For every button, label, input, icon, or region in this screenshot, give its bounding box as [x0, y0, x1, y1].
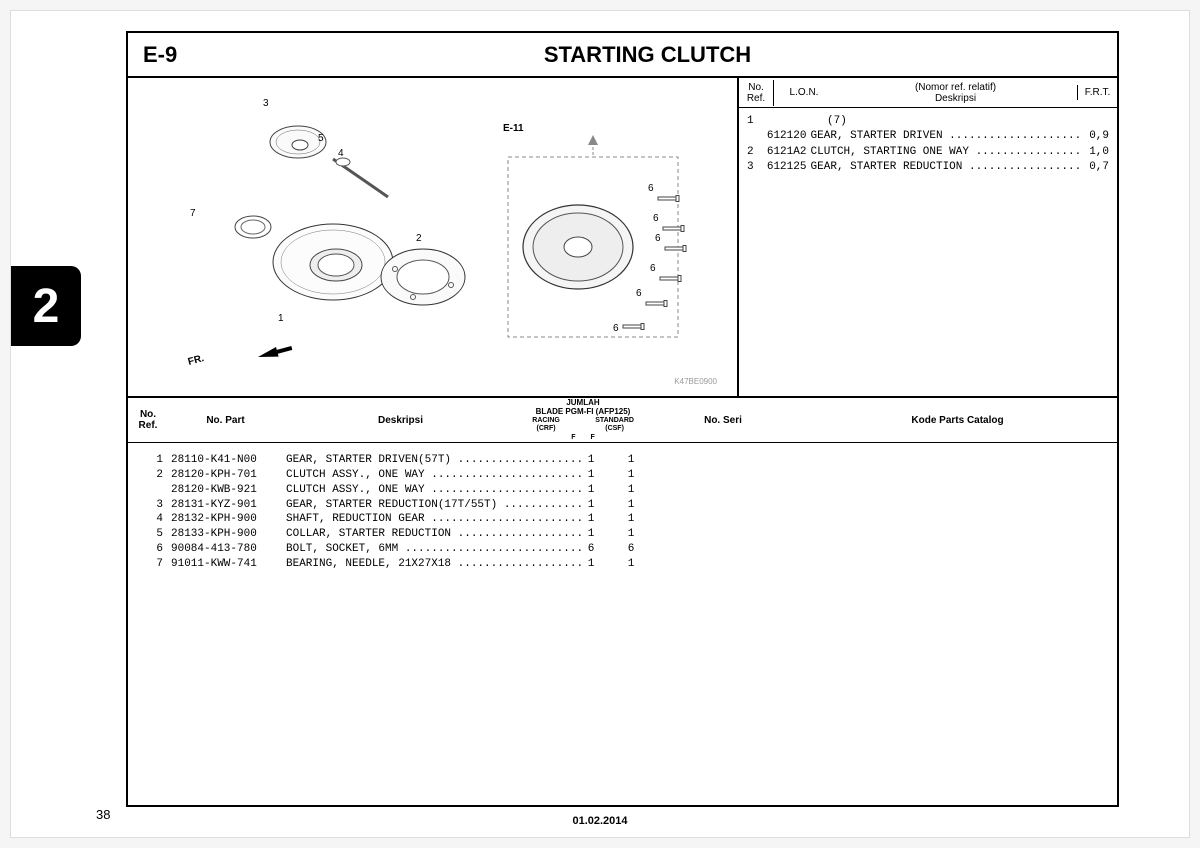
- diagram-area: 3 5 4 7 1 2 6 6 6 6 6 6 E-11 FR. K47BE09…: [128, 78, 737, 396]
- parts-row: 428132-KPH-900SHAFT, REDUCTION GEAR ....…: [136, 512, 1109, 527]
- page-code: E-9: [128, 42, 328, 68]
- page-title: STARTING CLUTCH: [328, 42, 1117, 68]
- parts-header-qty: JUMLAH BLADE PGM-FI (AFP125) RACING (CRF…: [518, 396, 648, 444]
- ref-header-frt: F.R.T.: [1077, 85, 1117, 100]
- section-tab: 2: [11, 266, 81, 346]
- callout-7: 7: [190, 208, 196, 219]
- callout-3: 3: [263, 98, 269, 109]
- e11-ref-label: E-11: [503, 123, 524, 134]
- ref-header-lon: L.O.N.: [774, 85, 834, 100]
- ref-header-desk: (Nomor ref. relatif) Deskripsi: [834, 80, 1077, 106]
- parts-header-part: No. Part: [168, 413, 283, 428]
- callout-6f: 6: [613, 323, 619, 334]
- ref-header-ref: No.Ref.: [739, 80, 774, 106]
- parts-header-ref: No.Ref.: [128, 407, 168, 433]
- callout-6b: 6: [653, 213, 659, 224]
- header-row: E-9 STARTING CLUTCH: [128, 33, 1117, 78]
- ref-body: 1(7)612120GEAR, STARTER DRIVEN .........…: [739, 108, 1117, 396]
- callout-1: 1: [278, 313, 284, 324]
- callout-6e: 6: [636, 288, 642, 299]
- parts-header-row: No.Ref. No. Part Deskripsi JUMLAH BLADE …: [128, 398, 1117, 443]
- parts-row: 28120-KWB-921CLUTCH ASSY., ONE WAY .....…: [136, 483, 1109, 498]
- diagram-code: K47BE0900: [674, 377, 717, 386]
- section-number: 2: [33, 279, 60, 334]
- parts-header-desk: Deskripsi: [283, 413, 518, 428]
- callout-4: 4: [338, 148, 344, 159]
- reference-panel: No.Ref. L.O.N. (Nomor ref. relatif) Desk…: [737, 78, 1117, 396]
- parts-row: 228120-KPH-701CLUTCH ASSY., ONE WAY ....…: [136, 468, 1109, 483]
- ref-row: 1(7): [747, 114, 1109, 129]
- upper-section: 3 5 4 7 1 2 6 6 6 6 6 6 E-11 FR. K47BE09…: [128, 78, 1117, 398]
- callout-5: 5: [318, 133, 324, 144]
- parts-header-seri: No. Seri: [648, 413, 798, 428]
- ref-row: 26121A2CLUTCH, STARTING ONE WAY ........…: [747, 145, 1109, 160]
- footer-date: 01.02.2014: [11, 815, 1189, 827]
- ref-header-row: No.Ref. L.O.N. (Nomor ref. relatif) Desk…: [739, 78, 1117, 108]
- ref-row: 3612125GEAR, STARTER REDUCTION .........…: [747, 160, 1109, 175]
- callout-6c: 6: [655, 233, 661, 244]
- parts-row: 791011-KWW-741BEARING, NEEDLE, 21X27X18 …: [136, 557, 1109, 572]
- parts-row: 328131-KYZ-901GEAR, STARTER REDUCTION(17…: [136, 498, 1109, 513]
- exploded-diagram: [168, 87, 698, 387]
- callout-6a: 6: [648, 183, 654, 194]
- ref-row: 612120GEAR, STARTER DRIVEN .............…: [747, 129, 1109, 144]
- callout-6d: 6: [650, 263, 656, 274]
- parts-row: 528133-KPH-900COLLAR, STARTER REDUCTION …: [136, 527, 1109, 542]
- parts-row: 128110-K41-N00GEAR, STARTER DRIVEN(57T) …: [136, 453, 1109, 468]
- content-frame: E-9 STARTING CLUTCH: [126, 31, 1119, 807]
- parts-body: 128110-K41-N00GEAR, STARTER DRIVEN(57T) …: [128, 443, 1117, 582]
- parts-header-kode: Kode Parts Catalog: [798, 413, 1117, 428]
- parts-row: 690084-413-780BOLT, SOCKET, 6MM ........…: [136, 542, 1109, 557]
- page: 2 E-9 STARTING CLUTCH: [10, 10, 1190, 838]
- callout-2: 2: [416, 233, 422, 244]
